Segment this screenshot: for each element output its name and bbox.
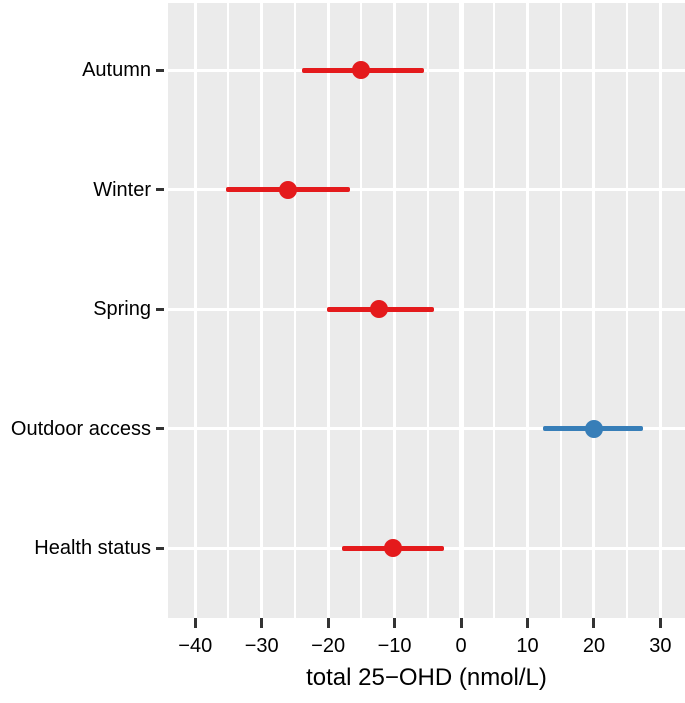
h-gridline-winter — [168, 188, 685, 191]
y-axis-label-winter: Winter — [93, 178, 151, 201]
y-axis-label-autumn: Autumn — [82, 59, 151, 81]
point-autumn — [352, 61, 371, 79]
minor-v-gridline — [493, 3, 496, 618]
point-health-status — [383, 539, 402, 557]
minor-v-gridline — [559, 3, 562, 618]
x-tick-label--40: −40 — [178, 635, 213, 657]
y-axis-label-spring: Spring — [93, 298, 151, 320]
major-v-gridline — [193, 3, 197, 618]
y-axis-label-health-status: Health status — [34, 537, 151, 559]
x-tick-label--30: −30 — [244, 635, 279, 657]
y-tick-health-status — [156, 546, 164, 550]
zero-gridline — [458, 3, 464, 618]
x-tick-label-10: 10 — [516, 635, 539, 657]
y-axis-label-outdoor-access: Outdoor access — [10, 417, 151, 440]
x-tick-label--10: −10 — [377, 635, 412, 657]
major-v-gridline — [658, 3, 662, 618]
x-axis-title: total 25−OHD (nmol/L) — [306, 664, 547, 691]
major-v-gridline — [592, 3, 596, 618]
minor-v-gridline — [626, 3, 629, 618]
h-gridline-outdoor-access — [168, 427, 685, 430]
y-tick-winter — [156, 188, 164, 191]
point-spring — [370, 300, 389, 318]
x-tick--20 — [326, 618, 330, 628]
x-tick-20 — [592, 618, 596, 628]
plot-panel — [168, 3, 685, 618]
x-tick--10 — [393, 618, 397, 628]
y-tick-outdoor-access — [156, 427, 164, 430]
y-tick-spring — [156, 307, 164, 311]
major-v-gridline — [260, 3, 264, 618]
x-tick-label--20: −20 — [311, 635, 346, 657]
y-tick-autumn — [156, 68, 164, 72]
x-tick-label-20: 20 — [582, 635, 606, 657]
x-tick-0 — [459, 618, 463, 628]
major-v-gridline — [526, 3, 529, 618]
x-tick--40 — [193, 618, 197, 628]
x-tick-30 — [658, 618, 662, 628]
x-tick-10 — [526, 618, 529, 628]
point-outdoor-access — [584, 419, 603, 438]
minor-v-gridline — [293, 3, 296, 618]
x-tick--30 — [260, 618, 264, 628]
x-tick-label-0: 0 — [455, 635, 467, 657]
minor-v-gridline — [227, 3, 230, 618]
point-winter — [279, 180, 298, 199]
x-tick-label-30: 30 — [649, 635, 672, 657]
h-gridline-autumn — [168, 68, 685, 72]
